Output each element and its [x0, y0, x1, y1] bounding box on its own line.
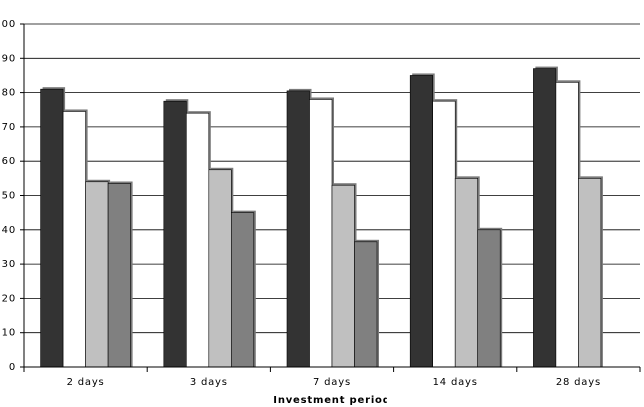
y-tick-label: 20 — [2, 293, 16, 304]
bar — [555, 82, 579, 368]
y-tick-label: 100 — [0, 19, 16, 30]
bar — [107, 183, 131, 368]
x-tick-label: 14 days — [433, 377, 478, 388]
bar — [163, 100, 187, 368]
x-tick-label: 3 days — [190, 377, 228, 388]
bar — [533, 68, 557, 368]
x-tick-label: 2 days — [67, 377, 105, 388]
bar — [231, 212, 255, 368]
x-tick-label: 28 days — [556, 377, 601, 388]
bar — [208, 169, 232, 368]
bar — [432, 100, 456, 368]
y-tick-label: 60 — [2, 156, 16, 167]
bar — [85, 181, 109, 368]
bar — [477, 229, 501, 368]
bar — [578, 178, 602, 368]
bar — [186, 112, 210, 368]
bar — [454, 178, 479, 368]
y-tick-label: 90 — [2, 53, 16, 64]
y-tick-label: 30 — [2, 259, 16, 270]
x-axis-title: Investment period — [273, 395, 390, 406]
y-tick-label: 0 — [9, 362, 16, 373]
x-tick-label: 7 days — [313, 377, 351, 388]
bar — [409, 75, 434, 368]
bar — [62, 111, 86, 368]
y-tick-label: 40 — [2, 225, 16, 236]
y-tick-label: 70 — [2, 122, 16, 133]
bar — [286, 90, 310, 368]
bar — [354, 241, 378, 368]
bar — [331, 184, 355, 368]
y-tick-label: 10 — [2, 328, 16, 339]
y-tick-label: 80 — [2, 88, 16, 99]
bar — [40, 88, 64, 368]
bar — [309, 99, 333, 368]
y-tick-label: 50 — [2, 191, 16, 202]
